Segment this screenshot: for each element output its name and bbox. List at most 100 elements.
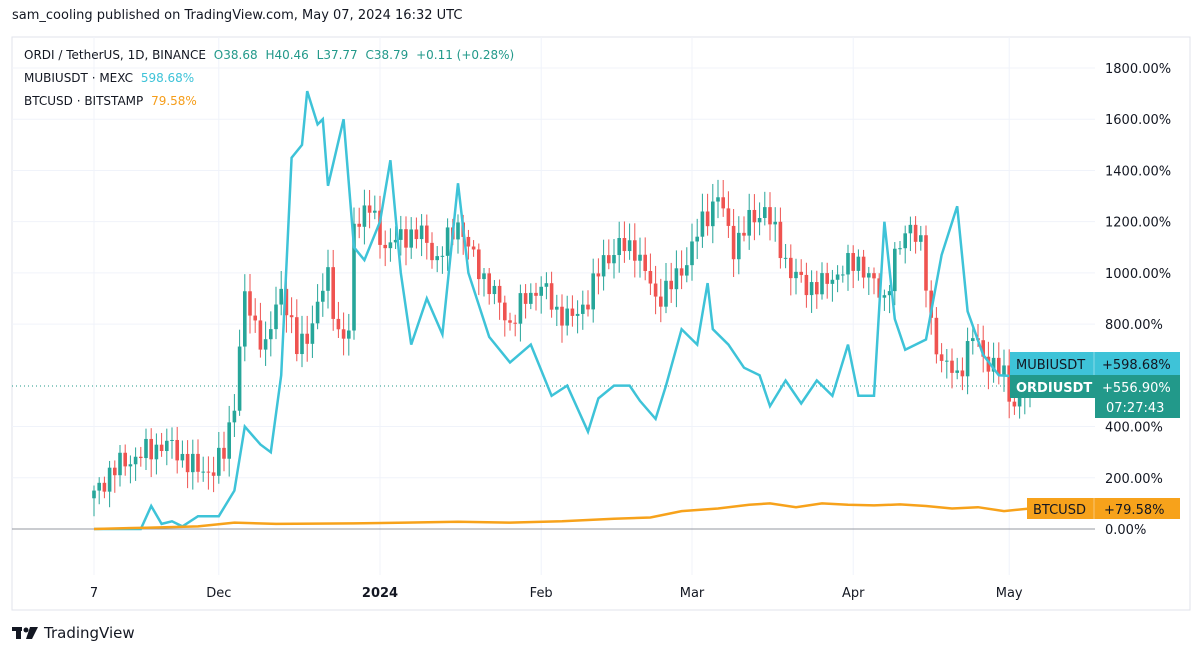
publisher-line: sam_cooling published on TradingView.com… xyxy=(12,8,463,23)
candle-body xyxy=(477,249,481,280)
candle-body xyxy=(185,453,190,473)
price-axis[interactable]: 0.00% 200.00% 400.00% 800.00% 1000.00% 1200.0… xyxy=(1105,62,1171,538)
x-tick-label: Apr xyxy=(842,586,865,601)
candle-body xyxy=(107,467,112,492)
candle-body xyxy=(300,333,304,355)
candle-body xyxy=(752,209,757,223)
candle-body xyxy=(887,291,892,296)
candle-body xyxy=(367,205,372,213)
y-tick-label: 0.00% xyxy=(1105,523,1146,538)
candle-body xyxy=(617,238,621,256)
y-tick-label: 200.00% xyxy=(1105,472,1163,487)
candle-body xyxy=(851,253,855,271)
candle-body xyxy=(336,318,341,330)
candle-body xyxy=(518,293,523,324)
candle-body xyxy=(165,440,169,452)
candle-body xyxy=(565,308,569,326)
candle-body xyxy=(326,267,330,291)
candle-body xyxy=(289,315,294,318)
candle-body xyxy=(97,482,101,491)
candle-body xyxy=(882,295,887,298)
candle-body xyxy=(445,227,450,256)
candle-body xyxy=(872,273,876,279)
candle-body xyxy=(232,410,237,423)
candle-body xyxy=(643,254,647,272)
candle-body xyxy=(711,201,715,227)
candle-body xyxy=(102,482,107,492)
candle-body xyxy=(430,242,434,261)
candle-body xyxy=(196,453,200,472)
candle-body xyxy=(716,197,720,202)
candle-body xyxy=(778,221,783,259)
ohlc-open: O38.68 xyxy=(213,48,258,62)
candle-body xyxy=(570,308,575,316)
candle-body xyxy=(622,238,627,252)
candle-body xyxy=(627,240,632,252)
candle-body xyxy=(721,197,725,209)
candle-body xyxy=(799,271,803,275)
candle-body xyxy=(295,317,299,355)
candle-body xyxy=(955,370,959,373)
candle-body xyxy=(825,273,829,284)
compare-value: 598.68% xyxy=(140,71,195,85)
candle-body xyxy=(685,265,689,276)
candle-body xyxy=(757,218,762,223)
candle-body xyxy=(945,360,949,362)
x-tick-label: 2024 xyxy=(362,586,398,601)
candle-body xyxy=(175,439,179,461)
candle-body xyxy=(539,286,543,296)
candle-body xyxy=(924,235,928,291)
main-series-legend[interactable]: ORDI / TetherUS, 1D, BINANCE O38.68 H40.… xyxy=(24,48,518,62)
candle-body xyxy=(809,282,814,296)
compare-legend-mubi[interactable]: MUBIUSDT · MEXC 598.68% xyxy=(24,71,198,85)
candle-body xyxy=(1012,401,1017,407)
candle-body xyxy=(513,322,517,324)
candle-body xyxy=(404,229,408,248)
candle-body xyxy=(529,292,533,304)
tradingview-logo[interactable]: TradingView xyxy=(12,624,135,642)
ohlc-high: H40.46 xyxy=(265,48,309,62)
candle-body xyxy=(783,257,788,259)
candle-body xyxy=(253,315,257,321)
compare-legend-btc[interactable]: BTCUSD · BITSTAMP 79.58% xyxy=(24,94,201,108)
candle-body xyxy=(664,280,668,307)
candle-body xyxy=(180,453,185,461)
candle-body xyxy=(508,320,512,323)
candle-body xyxy=(950,360,954,373)
candle-body xyxy=(523,293,528,304)
candle-body xyxy=(315,301,320,324)
candle-body xyxy=(939,354,944,361)
candle-body xyxy=(274,304,278,330)
candle-body xyxy=(341,329,346,339)
ohlc-change: +0.11 (+0.28%) xyxy=(416,48,515,62)
brand-name: TradingView xyxy=(44,624,135,642)
candle-body xyxy=(487,273,491,295)
mubi-price-tag: MUBIUSDT +598.68% xyxy=(1010,352,1180,375)
candle-body xyxy=(149,438,153,460)
candle-body xyxy=(206,471,211,473)
candle-body xyxy=(903,233,907,249)
candle-body xyxy=(581,304,585,314)
candle-body xyxy=(435,256,439,261)
bar-countdown: 07:27:43 xyxy=(1106,401,1164,416)
candle-body xyxy=(492,285,497,295)
candle-body xyxy=(388,242,393,249)
mubi-tag-value: +598.68% xyxy=(1102,358,1171,373)
y-tick-label: 1800.00% xyxy=(1105,62,1171,77)
candle-body xyxy=(705,211,710,227)
candle-body xyxy=(227,422,231,459)
candle-body xyxy=(357,223,361,227)
candle-body xyxy=(867,273,871,278)
candle-body xyxy=(794,271,798,279)
candle-body xyxy=(601,255,606,277)
candle-body xyxy=(731,225,736,260)
candle-body xyxy=(789,257,793,279)
candle-body xyxy=(981,340,985,357)
candle-body xyxy=(997,357,1001,375)
candle-body xyxy=(310,323,315,344)
time-axis[interactable]: 7 Dec 2024 Feb Mar Apr May xyxy=(90,586,1023,601)
candle-body xyxy=(222,447,226,459)
x-tick-label: May xyxy=(996,586,1023,601)
candle-body xyxy=(118,452,122,476)
